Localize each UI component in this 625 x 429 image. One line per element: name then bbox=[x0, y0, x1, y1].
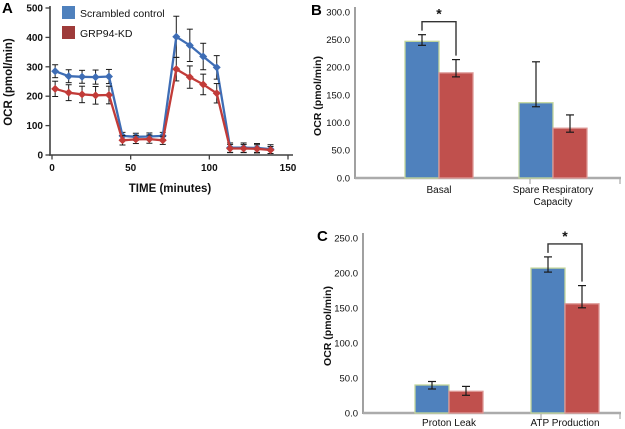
data-point-marker bbox=[91, 91, 100, 100]
y-tick-label: 100.0 bbox=[326, 118, 350, 129]
panel-a-line-chart: A 0 100 200 300 400 500 0 50 100 150 TIME (minutes… bbox=[0, 0, 305, 205]
data-point-marker bbox=[266, 146, 275, 155]
category-label: Capacity bbox=[534, 197, 573, 208]
legend: Scrambled control GRP94-KD bbox=[62, 6, 165, 40]
data-point-marker bbox=[185, 73, 194, 82]
significance-bracket bbox=[421, 20, 457, 56]
ocr-time-line-chart: 0 100 200 300 400 500 0 50 100 150 TIME (minutes) O… bbox=[3, 4, 297, 196]
data-point-marker bbox=[253, 144, 262, 153]
category-label: Basal bbox=[426, 185, 451, 196]
data-point-marker bbox=[51, 84, 60, 93]
data-point-marker bbox=[239, 144, 248, 153]
data-point-marker bbox=[91, 73, 100, 82]
data-point-marker bbox=[145, 135, 154, 144]
significance-asterisk: * bbox=[562, 228, 568, 244]
legend-swatch-scrambled-control bbox=[62, 6, 75, 19]
y-tick-label: 200 bbox=[26, 92, 43, 103]
significance-asterisk: * bbox=[436, 6, 442, 22]
data-point-marker bbox=[104, 72, 113, 81]
data-point-marker bbox=[158, 136, 167, 145]
y-tick-label: 300.0 bbox=[326, 7, 350, 18]
bar-proton-leak-scrambled-control bbox=[414, 384, 450, 414]
basal-spare-bar-chart: 0.0 50.0 100.0 150.0 200.0 250.0 300.0 OCR (pmo… bbox=[312, 6, 621, 208]
y-tick-label: 100 bbox=[26, 121, 43, 132]
data-point-marker bbox=[64, 72, 73, 81]
category-label: ATP Production bbox=[530, 418, 599, 429]
y-tick-label: 150.0 bbox=[334, 303, 358, 314]
data-point-marker bbox=[78, 72, 87, 81]
y-tick-label: 0 bbox=[37, 151, 43, 162]
data-point-marker bbox=[172, 32, 181, 41]
y-tick-label: 250.0 bbox=[326, 35, 350, 46]
category-label: Proton Leak bbox=[422, 418, 477, 429]
data-point-marker bbox=[212, 63, 221, 72]
y-tick-label: 0.0 bbox=[337, 173, 350, 184]
y-axis-title: OCR (pmol/min) bbox=[3, 38, 15, 126]
panel-c-letter: C bbox=[317, 228, 328, 245]
x-tick-label: 0 bbox=[49, 163, 55, 174]
data-point-marker bbox=[118, 136, 127, 145]
x-tick-label: 50 bbox=[125, 163, 137, 174]
significance-bracket bbox=[547, 243, 583, 282]
bar-basal-scrambled-control bbox=[404, 40, 440, 179]
bar-atp-production-scrambled-control bbox=[530, 267, 566, 414]
data-point-marker bbox=[212, 89, 221, 98]
data-point-marker bbox=[199, 52, 208, 61]
data-point-marker bbox=[226, 144, 235, 153]
y-tick-label: 200.0 bbox=[326, 63, 350, 74]
legend-swatch-grp94-kd bbox=[62, 26, 75, 39]
y-tick-label: 0.0 bbox=[345, 408, 358, 419]
legend-label: GRP94-KD bbox=[80, 28, 133, 40]
data-point-marker bbox=[78, 90, 87, 99]
data-point-marker bbox=[131, 135, 140, 144]
y-axis-title: OCR (pmol/min) bbox=[322, 286, 334, 366]
y-tick-label: 150.0 bbox=[326, 90, 350, 101]
data-point-marker bbox=[104, 91, 113, 100]
category-label: Spare Respiratory bbox=[513, 185, 594, 196]
y-tick-label: 250.0 bbox=[334, 233, 358, 244]
protonleak-atp-bar-chart: 0.0 50.0 100.0 150.0 200.0 250.0 OCR (pmol/min… bbox=[322, 228, 621, 429]
y-tick-label: 100.0 bbox=[334, 338, 358, 349]
y-tick-label: 200.0 bbox=[334, 268, 358, 279]
bar-spare-respiratory-capacity-scrambled-control bbox=[518, 102, 554, 179]
y-tick-label: 50.0 bbox=[332, 146, 351, 157]
y-tick-label: 500 bbox=[26, 4, 43, 15]
data-point-marker bbox=[51, 67, 60, 76]
series-grp94-kd bbox=[51, 56, 275, 155]
panel-b-bar-chart: B 0.0 50.0 100.0 150.0 200.0 250.0 300.0 OCR (p… bbox=[305, 0, 625, 215]
bar-atp-production-grp94-kd bbox=[564, 303, 600, 414]
legend-label: Scrambled control bbox=[80, 8, 165, 20]
panel-c-bar-chart: C 0.0 50.0 100.0 150.0 200.0 250.0 OCR (pmol/m… bbox=[305, 215, 625, 429]
x-tick-label: 150 bbox=[280, 163, 297, 174]
panel-b-letter: B bbox=[311, 2, 322, 19]
y-axis-title: OCR (pmol/min) bbox=[312, 56, 324, 136]
data-point-marker bbox=[64, 88, 73, 97]
panel-a-letter: A bbox=[2, 0, 13, 17]
data-point-marker bbox=[185, 41, 194, 50]
x-axis-title: TIME (minutes) bbox=[129, 183, 212, 195]
data-point-marker bbox=[199, 80, 208, 89]
y-tick-label: 400 bbox=[26, 33, 43, 44]
y-tick-label: 50.0 bbox=[340, 373, 359, 384]
bar-basal-grp94-kd bbox=[438, 72, 474, 179]
data-point-marker bbox=[172, 65, 181, 74]
x-tick-label: 100 bbox=[201, 163, 218, 174]
y-tick-label: 300 bbox=[26, 62, 43, 73]
bar-spare-respiratory-capacity-grp94-kd bbox=[552, 127, 588, 179]
